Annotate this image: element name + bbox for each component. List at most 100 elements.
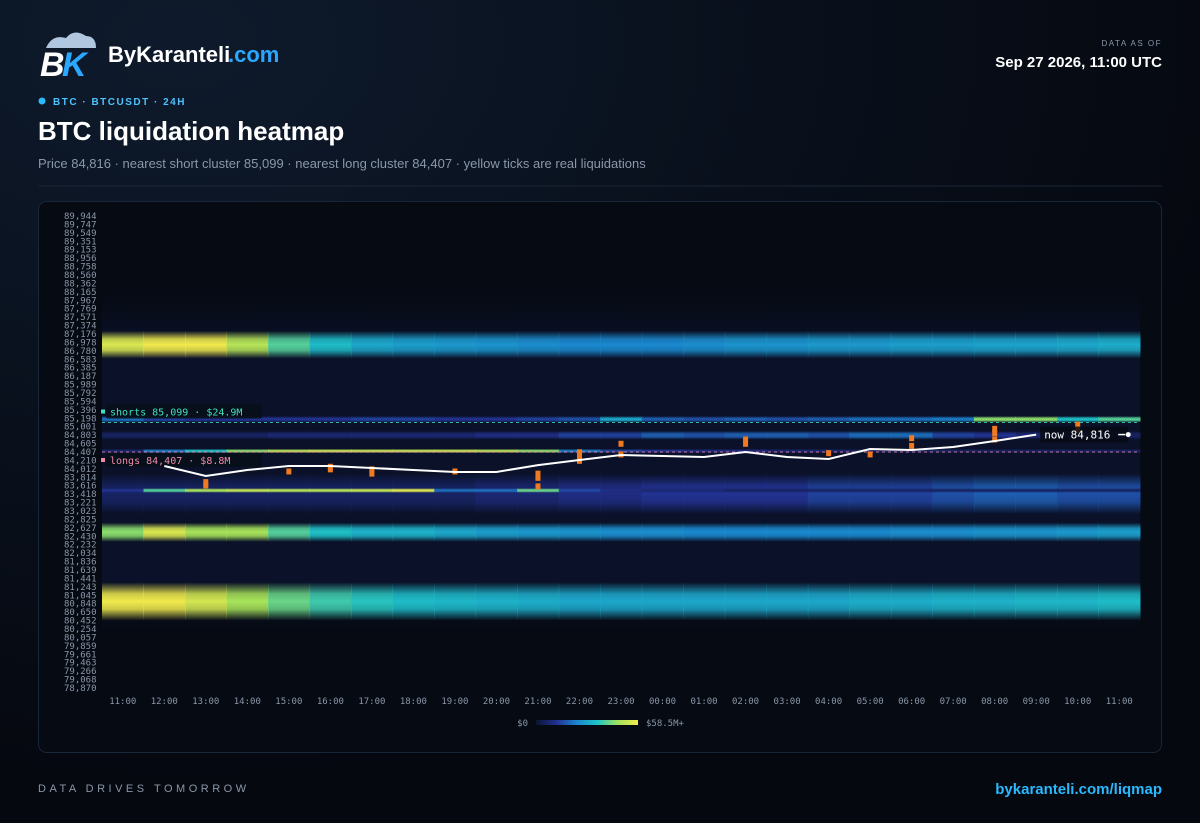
heat-cell	[309, 582, 352, 621]
heat-cell	[973, 416, 1016, 423]
annotation-label: shorts 85,099 · $24.9M	[110, 408, 242, 419]
heat-cell	[1056, 448, 1099, 454]
y-tick-label: 79,859	[64, 642, 97, 652]
x-tick-label: 20:00	[483, 697, 510, 707]
heat-cell	[724, 330, 767, 359]
heat-cell	[641, 488, 684, 493]
now-label: now 84,816	[1044, 429, 1110, 442]
heat-cell	[434, 522, 477, 542]
heat-cell	[268, 430, 311, 440]
x-tick-label: 04:00	[815, 697, 842, 707]
heat-cell	[309, 473, 352, 515]
heat-cell	[641, 522, 684, 542]
heat-cell	[724, 473, 767, 515]
heat-cell	[600, 488, 643, 493]
heat-cell	[1015, 582, 1058, 621]
heat-cell	[890, 330, 933, 359]
heat-cell	[143, 448, 186, 454]
x-tick-label: 15:00	[275, 697, 302, 707]
heat-cell	[102, 448, 145, 454]
y-tick-label: 87,176	[64, 330, 97, 340]
heat-cell	[226, 330, 269, 359]
y-tick-label: 81,639	[64, 566, 97, 576]
heat-cell	[849, 582, 892, 621]
heat-cell	[434, 430, 477, 440]
y-tick-label: 89,153	[64, 246, 97, 256]
footer-tagline: DATA DRIVES TOMORROW	[38, 783, 250, 795]
y-tick-label: 85,198	[64, 414, 97, 424]
x-tick-label: 07:00	[940, 697, 967, 707]
heat-cell	[558, 330, 601, 359]
y-tick-label: 88,758	[64, 263, 97, 273]
heat-cell	[1098, 473, 1141, 515]
heat-cell	[1098, 488, 1141, 493]
heat-cell	[683, 473, 726, 515]
heat-cell	[849, 448, 892, 454]
heat-cell	[807, 330, 850, 359]
heat-cell	[517, 522, 560, 542]
heat-cell	[226, 448, 269, 454]
x-tick-label: 03:00	[774, 697, 801, 707]
heat-cell	[600, 522, 643, 542]
heat-cell	[724, 430, 767, 440]
heat-cell	[973, 448, 1016, 454]
y-tick-label: 88,560	[64, 271, 97, 281]
y-tick-label: 88,362	[64, 279, 97, 289]
x-tick-label: 13:00	[192, 697, 219, 707]
heat-cell	[683, 330, 726, 359]
heat-cell	[890, 448, 933, 454]
heat-cell	[434, 473, 477, 515]
x-tick-label: 17:00	[358, 697, 385, 707]
heat-cell	[766, 430, 809, 440]
heat-cell	[309, 430, 352, 440]
y-tick-label: 81,441	[64, 574, 97, 584]
heat-cell	[185, 488, 228, 493]
x-tick-label: 01:00	[690, 697, 717, 707]
heat-cell	[724, 522, 767, 542]
y-tick-label: 82,430	[64, 532, 97, 542]
x-tick-label: 21:00	[524, 697, 551, 707]
heat-cell	[973, 488, 1016, 493]
heat-cell	[102, 488, 145, 493]
heat-cell	[268, 488, 311, 493]
y-tick-label: 79,068	[64, 676, 97, 686]
heat-cell	[143, 430, 186, 440]
liquidation-tick	[909, 442, 915, 449]
heat-cell	[849, 522, 892, 542]
svg-text:K: K	[62, 46, 89, 84]
heat-cell	[932, 416, 975, 423]
heat-cell	[102, 416, 145, 423]
y-tick-label: 85,989	[64, 381, 97, 391]
heat-cell	[143, 522, 186, 542]
y-tick-label: 84,210	[64, 456, 97, 466]
colorbar	[536, 720, 638, 725]
heat-cell	[600, 430, 643, 440]
x-tick-label: 22:00	[566, 697, 593, 707]
heat-cell	[1015, 448, 1058, 454]
heat-cell	[102, 582, 145, 621]
heat-cell	[1056, 330, 1099, 359]
heat-cell	[475, 522, 518, 542]
heat-cell	[351, 488, 394, 493]
y-tick-label: 86,583	[64, 355, 97, 365]
heat-cell	[268, 522, 311, 542]
footer-url: bykaranteli.com/liqmap	[995, 781, 1162, 798]
y-tick-label: 88,165	[64, 288, 97, 298]
heat-cell	[143, 473, 186, 515]
heat-cell	[641, 473, 684, 515]
heat-cell	[683, 488, 726, 493]
annotation-marker	[101, 409, 105, 414]
y-tick-label: 86,978	[64, 338, 97, 348]
heat-cell	[724, 416, 767, 423]
data-as-of-label: DATA AS OF	[1102, 39, 1163, 48]
y-tick-label: 79,661	[64, 650, 97, 660]
heat-cell	[185, 448, 228, 454]
y-tick-label: 83,221	[64, 499, 97, 509]
heat-cell	[1098, 582, 1141, 621]
heat-cell	[351, 430, 394, 440]
heat-cell	[600, 473, 643, 515]
heat-cell	[849, 473, 892, 515]
x-tick-label: 10:00	[1064, 697, 1091, 707]
heat-cell	[268, 473, 311, 515]
heat-cell	[392, 430, 435, 440]
